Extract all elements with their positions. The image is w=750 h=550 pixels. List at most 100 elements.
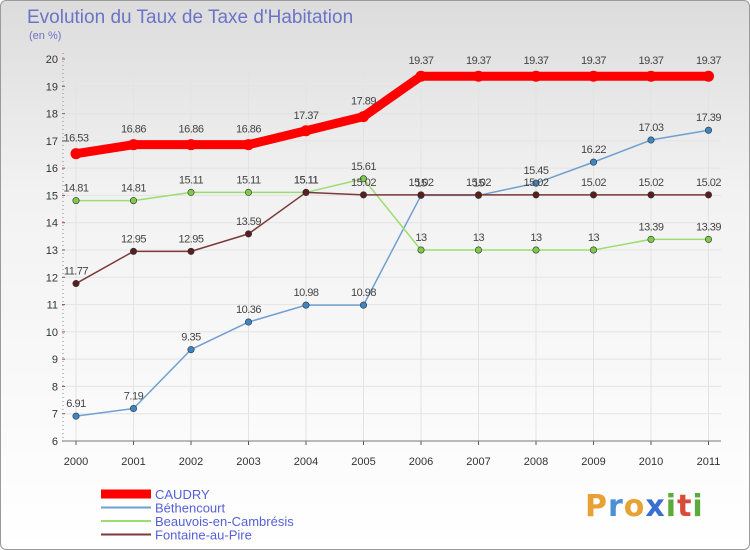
y-tick-label: 16 [46, 163, 58, 175]
x-tick-label: 2009 [581, 456, 605, 468]
data-label-fontaine-au-pire: 13.59 [236, 216, 261, 228]
y-tick-label: 7 [52, 409, 58, 421]
data-point-caudry [703, 70, 714, 82]
data-point-caudry [473, 70, 484, 82]
x-tick-label: 2002 [179, 456, 203, 468]
data-label-caudry: 16.86 [121, 124, 146, 136]
data-label-b-thencourt: 15 [473, 177, 485, 189]
y-tick-label: 9 [52, 354, 58, 366]
data-label-beauvois-en-cambr-sis: 13 [588, 232, 600, 244]
x-tick-label: 2006 [409, 456, 433, 468]
data-point-b-thencourt [130, 405, 138, 413]
data-label-b-thencourt: 10.36 [236, 304, 261, 316]
y-tick-label: 12 [46, 272, 58, 284]
data-label-caudry: 19.37 [523, 55, 548, 67]
data-point-caudry [358, 111, 369, 123]
data-point-beauvois-en-cambr-sis [704, 235, 712, 243]
data-point-b-thencourt [302, 301, 310, 309]
data-point-beauvois-en-cambr-sis [130, 197, 138, 205]
data-label-b-thencourt: 10.98 [293, 287, 318, 299]
data-point-fontaine-au-pire [72, 280, 80, 288]
data-point-beauvois-en-cambr-sis [245, 188, 253, 196]
data-point-b-thencourt [532, 179, 540, 187]
proxiti-logo: Proxiti [585, 489, 704, 524]
x-tick-label: 2008 [524, 456, 548, 468]
x-tick-label: 2000 [64, 456, 88, 468]
data-label-b-thencourt: 17.39 [696, 112, 721, 124]
data-point-beauvois-en-cambr-sis [72, 197, 80, 205]
data-point-caudry [243, 139, 254, 151]
y-tick-label: 15 [46, 190, 58, 202]
data-point-fontaine-au-pire [589, 191, 597, 199]
data-label-fontaine-au-pire: 15.02 [638, 177, 663, 189]
data-point-fontaine-au-pire [245, 230, 253, 238]
logo-letter: x [645, 489, 666, 524]
data-label-caudry: 19.37 [638, 55, 663, 67]
data-label-fontaine-au-pire: 12.95 [178, 233, 203, 245]
x-tick-label: 2007 [466, 456, 490, 468]
data-point-b-thencourt [72, 412, 80, 420]
x-tick-label: 2004 [294, 456, 318, 468]
data-label-beauvois-en-cambr-sis: 13 [473, 232, 485, 244]
data-point-caudry [185, 139, 197, 151]
y-tick-label: 14 [46, 218, 58, 230]
logo-letter: i [665, 489, 678, 524]
data-point-beauvois-en-cambr-sis [589, 246, 597, 254]
data-point-fontaine-au-pire [187, 247, 195, 255]
data-label-caudry: 19.37 [696, 55, 721, 67]
data-point-b-thencourt [359, 301, 367, 309]
data-point-b-thencourt [704, 126, 712, 134]
logo-letter: i [692, 489, 704, 524]
data-point-caudry [588, 70, 599, 82]
data-label-caudry: 16.86 [178, 124, 203, 136]
data-point-caudry [415, 70, 427, 82]
data-point-fontaine-au-pire [704, 191, 712, 199]
x-tick-label: 2010 [639, 456, 663, 468]
data-label-b-thencourt: 15.45 [523, 165, 548, 177]
data-label-beauvois-en-cambr-sis: 13.39 [696, 221, 721, 233]
data-label-beauvois-en-cambr-sis: 15.11 [236, 174, 261, 186]
y-tick-label: 10 [46, 327, 58, 339]
y-tick-label: 13 [46, 245, 58, 257]
data-label-fontaine-au-pire: 15.11 [294, 174, 319, 186]
logo-letter: r [608, 489, 624, 524]
data-label-caudry: 19.37 [466, 55, 491, 67]
y-tick-label: 8 [52, 381, 58, 393]
data-label-beauvois-en-cambr-sis: 15.61 [351, 161, 376, 173]
series-line-caudry [75, 71, 709, 159]
data-point-fontaine-au-pire [474, 191, 482, 199]
data-label-beauvois-en-cambr-sis: 15.11 [294, 174, 319, 186]
chart-title: Evolution du Taux de Taxe d'Habitation [27, 7, 354, 28]
data-point-fontaine-au-pire [130, 247, 138, 255]
x-tick-label: 2005 [351, 456, 375, 468]
data-label-caudry: 16.53 [63, 133, 88, 145]
chart-unit-label: (en %) [29, 30, 62, 42]
y-tick-label: 18 [46, 109, 58, 121]
data-point-caudry [530, 70, 542, 82]
data-label-b-thencourt: 17.03 [638, 122, 663, 134]
legend-label: CAUDRY [155, 487, 210, 502]
data-point-beauvois-en-cambr-sis [187, 188, 195, 196]
data-label-caudry: 17.37 [293, 110, 318, 122]
legend-label: Beauvois-en-Cambrésis [155, 514, 294, 529]
data-label-fontaine-au-pire: 15.02 [696, 177, 721, 189]
data-label-caudry: 19.37 [581, 55, 606, 67]
data-point-beauvois-en-cambr-sis [532, 246, 540, 254]
data-label-fontaine-au-pire: 12.95 [121, 233, 146, 245]
data-label-fontaine-au-pire: 11.77 [64, 266, 89, 278]
data-label-fontaine-au-pire: 15.02 [466, 177, 491, 189]
data-point-fontaine-au-pire [647, 191, 655, 199]
data-label-fontaine-au-pire: 15.02 [351, 177, 376, 189]
logo-letter: P [585, 489, 608, 524]
y-tick-label: 17 [46, 136, 58, 148]
legend-label: Béthencourt [155, 501, 225, 516]
data-label-beauvois-en-cambr-sis: 13.39 [638, 221, 663, 233]
data-point-b-thencourt [589, 158, 597, 166]
data-point-b-thencourt [187, 346, 195, 354]
series-line-fontaine-au-pire [75, 191, 709, 285]
data-point-caudry [300, 125, 312, 137]
data-point-beauvois-en-cambr-sis [647, 235, 655, 243]
data-label-b-thencourt: 16.22 [581, 144, 606, 156]
